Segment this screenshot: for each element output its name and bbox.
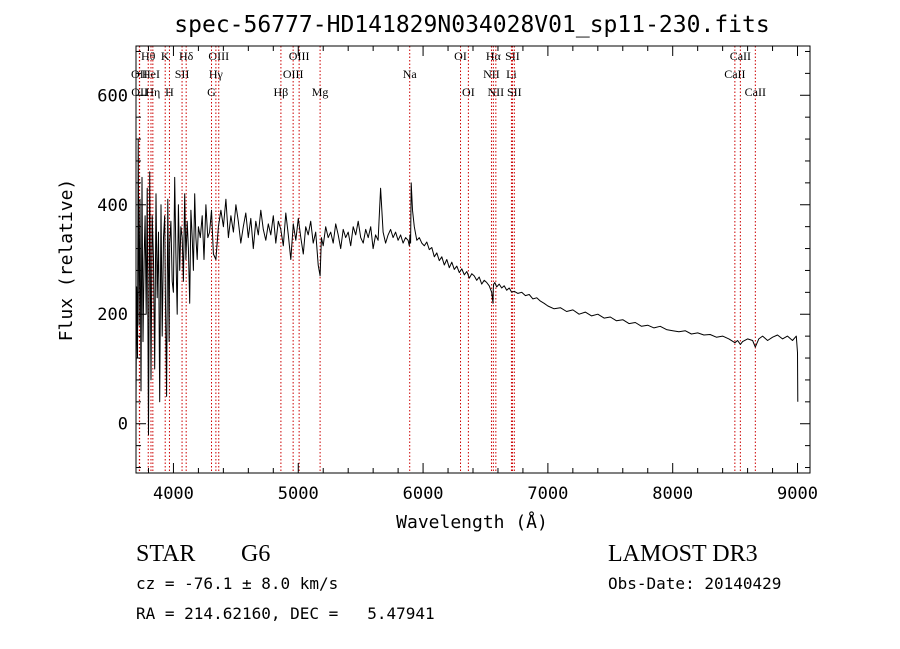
marker-label: Li xyxy=(506,67,517,81)
marker-label: SII xyxy=(505,49,520,63)
marker-label: K xyxy=(161,49,170,63)
x-tick-label: 9000 xyxy=(777,484,818,504)
marker-label: OI xyxy=(454,49,467,63)
marker-label: Hη xyxy=(145,85,160,99)
x-tick-label: 7000 xyxy=(527,484,568,504)
x-tick-label: 8000 xyxy=(652,484,693,504)
marker-label: HeI xyxy=(142,67,160,81)
x-tick-label: 5000 xyxy=(278,484,319,504)
marker-label: NII xyxy=(483,67,500,81)
marker-label: OIII xyxy=(208,49,229,63)
chart-title: spec-56777-HD141829N034028V01_sp11-230.f… xyxy=(174,12,769,38)
x-axis-label: Wavelength (Å) xyxy=(396,511,548,533)
marker-label: Hδ xyxy=(179,49,194,63)
y-tick-label: 0 xyxy=(118,415,128,435)
marker-label: G xyxy=(207,85,216,99)
spectrum-line xyxy=(135,138,799,436)
y-tick-label: 400 xyxy=(97,196,128,216)
x-tick-label: 4000 xyxy=(153,484,194,504)
marker-label: OI xyxy=(462,85,475,99)
marker-label: Hγ xyxy=(209,67,224,81)
marker-label: CaII xyxy=(724,67,745,81)
marker-label: OIII xyxy=(283,67,304,81)
marker-label: SII xyxy=(507,85,522,99)
marker-label: CaII xyxy=(730,49,751,63)
marker-label: OIII xyxy=(289,49,310,63)
marker-label: Hβ xyxy=(274,85,289,99)
marker-label: SII xyxy=(175,67,190,81)
axes: 4000 5000 6000 7000 8000 9000 0 200 400 600 xyxy=(97,46,818,504)
redshift-text: cz = -76.1 ± 8.0 km/s xyxy=(136,574,338,593)
marker-label: CaII xyxy=(745,85,766,99)
marker-label: Mg xyxy=(312,85,329,99)
subclass: G6 xyxy=(241,541,270,567)
coords-text: RA = 214.62160, DEC = 5.47941 xyxy=(136,604,435,623)
marker-label: Hα xyxy=(486,49,502,63)
marker-label: Hθ xyxy=(141,49,156,63)
marker-label: NII xyxy=(488,85,505,99)
plot-frame xyxy=(135,45,811,474)
y-tick-label: 600 xyxy=(97,86,128,106)
x-tick-label: 6000 xyxy=(403,484,444,504)
survey-name: LAMOST DR3 xyxy=(608,541,758,567)
object-class: STAR xyxy=(136,541,195,567)
y-tick-label: 200 xyxy=(97,305,128,325)
y-axis-label: Flux (relative) xyxy=(56,179,77,342)
marker-label: H xyxy=(165,85,174,99)
obs-date-text: Obs-Date: 20140429 xyxy=(608,574,781,593)
marker-label: Na xyxy=(403,67,418,81)
